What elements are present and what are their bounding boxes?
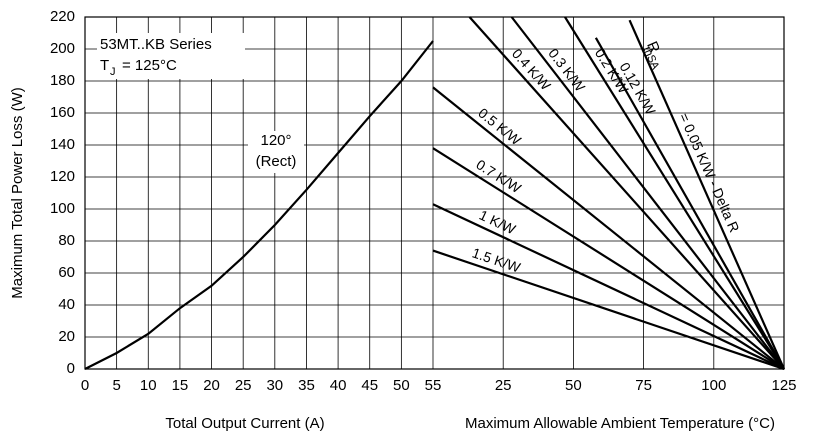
y-tick-label: 0 bbox=[67, 360, 75, 377]
line-series bbox=[628, 19, 786, 370]
y-tick-label: 220 bbox=[50, 8, 75, 25]
x-tick-label: 25 bbox=[235, 377, 252, 394]
x-tick-label: 50 bbox=[565, 377, 582, 394]
x-tick-label: 15 bbox=[172, 377, 189, 394]
x-tick-label: 125 bbox=[771, 377, 796, 394]
x-tick-label: 0 bbox=[81, 377, 89, 394]
y-tick-label: 140 bbox=[50, 136, 75, 153]
line-series bbox=[432, 86, 785, 370]
x-tick-label: 10 bbox=[140, 377, 157, 394]
line-series bbox=[432, 203, 785, 370]
y-tick-label: 100 bbox=[50, 200, 75, 217]
annotation-box bbox=[248, 131, 304, 173]
x-axis-label: Maximum Allowable Ambient Temperature (°… bbox=[465, 415, 775, 432]
x-tick-label: 50 bbox=[393, 377, 410, 394]
y-tick-label: 40 bbox=[58, 296, 75, 313]
x-tick-label: 40 bbox=[330, 377, 347, 394]
line-series bbox=[564, 16, 785, 370]
line-series bbox=[510, 16, 785, 370]
y-tick-label: 200 bbox=[50, 40, 75, 57]
y-tick-label: 120 bbox=[50, 168, 75, 185]
x-tick-label: 5 bbox=[112, 377, 120, 394]
line-series bbox=[594, 37, 785, 370]
x-axis-label: Total Output Current (A) bbox=[165, 415, 324, 432]
x-tick-label: 100 bbox=[701, 377, 726, 394]
x-tick-label: 55 bbox=[425, 377, 442, 394]
x-tick-label: 25 bbox=[495, 377, 512, 394]
y-tick-label: 60 bbox=[58, 264, 75, 281]
series-label: = 0.05 K/W - Delta R bbox=[676, 110, 743, 234]
x-tick-label: 75 bbox=[635, 377, 652, 394]
x-tick-label: 30 bbox=[266, 377, 283, 394]
line-series bbox=[432, 147, 785, 370]
series-label: 1 K/W bbox=[477, 207, 519, 238]
annotation: T bbox=[100, 57, 109, 74]
annotation-box bbox=[97, 33, 245, 79]
annotation: = 125°C bbox=[122, 57, 177, 74]
annotation: 120° bbox=[260, 132, 291, 149]
y-axis-label: Maximum Total Power Loss (W) bbox=[9, 87, 26, 298]
x-tick-label: 45 bbox=[361, 377, 378, 394]
y-tick-label: 160 bbox=[50, 104, 75, 121]
y-tick-label: 80 bbox=[58, 232, 75, 249]
annotation: 53MT..KB Series bbox=[100, 36, 212, 53]
annotation: (Rect) bbox=[256, 153, 297, 170]
x-tick-label: 35 bbox=[298, 377, 315, 394]
plot-frame bbox=[84, 16, 785, 370]
line-series bbox=[432, 249, 785, 371]
x-tick-label: 20 bbox=[203, 377, 220, 394]
line-series bbox=[468, 16, 785, 370]
y-tick-label: 180 bbox=[50, 72, 75, 89]
line-series bbox=[84, 40, 434, 370]
y-tick-label: 20 bbox=[58, 328, 75, 345]
annotation: J bbox=[110, 66, 116, 78]
